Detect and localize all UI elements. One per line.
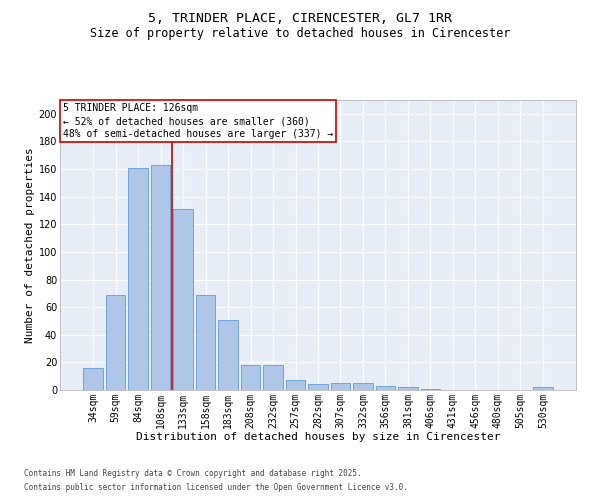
Bar xyxy=(353,383,373,390)
Bar xyxy=(376,386,395,390)
Bar xyxy=(241,365,260,390)
Bar xyxy=(173,209,193,390)
Bar xyxy=(128,168,148,390)
Text: Contains public sector information licensed under the Open Government Licence v3: Contains public sector information licen… xyxy=(24,484,408,492)
Bar xyxy=(308,384,328,390)
Text: 5 TRINDER PLACE: 126sqm
← 52% of detached houses are smaller (360)
48% of semi-d: 5 TRINDER PLACE: 126sqm ← 52% of detache… xyxy=(62,103,333,140)
Text: Contains HM Land Registry data © Crown copyright and database right 2025.: Contains HM Land Registry data © Crown c… xyxy=(24,468,362,477)
Bar xyxy=(263,365,283,390)
Bar xyxy=(286,380,305,390)
Bar xyxy=(398,387,418,390)
Bar xyxy=(151,165,170,390)
Text: 5, TRINDER PLACE, CIRENCESTER, GL7 1RR: 5, TRINDER PLACE, CIRENCESTER, GL7 1RR xyxy=(148,12,452,26)
Bar xyxy=(196,294,215,390)
Bar xyxy=(83,368,103,390)
Bar xyxy=(218,320,238,390)
Bar xyxy=(421,388,440,390)
Bar xyxy=(533,387,553,390)
X-axis label: Distribution of detached houses by size in Cirencester: Distribution of detached houses by size … xyxy=(136,432,500,442)
Bar xyxy=(106,294,125,390)
Y-axis label: Number of detached properties: Number of detached properties xyxy=(25,147,35,343)
Text: Size of property relative to detached houses in Cirencester: Size of property relative to detached ho… xyxy=(90,28,510,40)
Bar xyxy=(331,383,350,390)
